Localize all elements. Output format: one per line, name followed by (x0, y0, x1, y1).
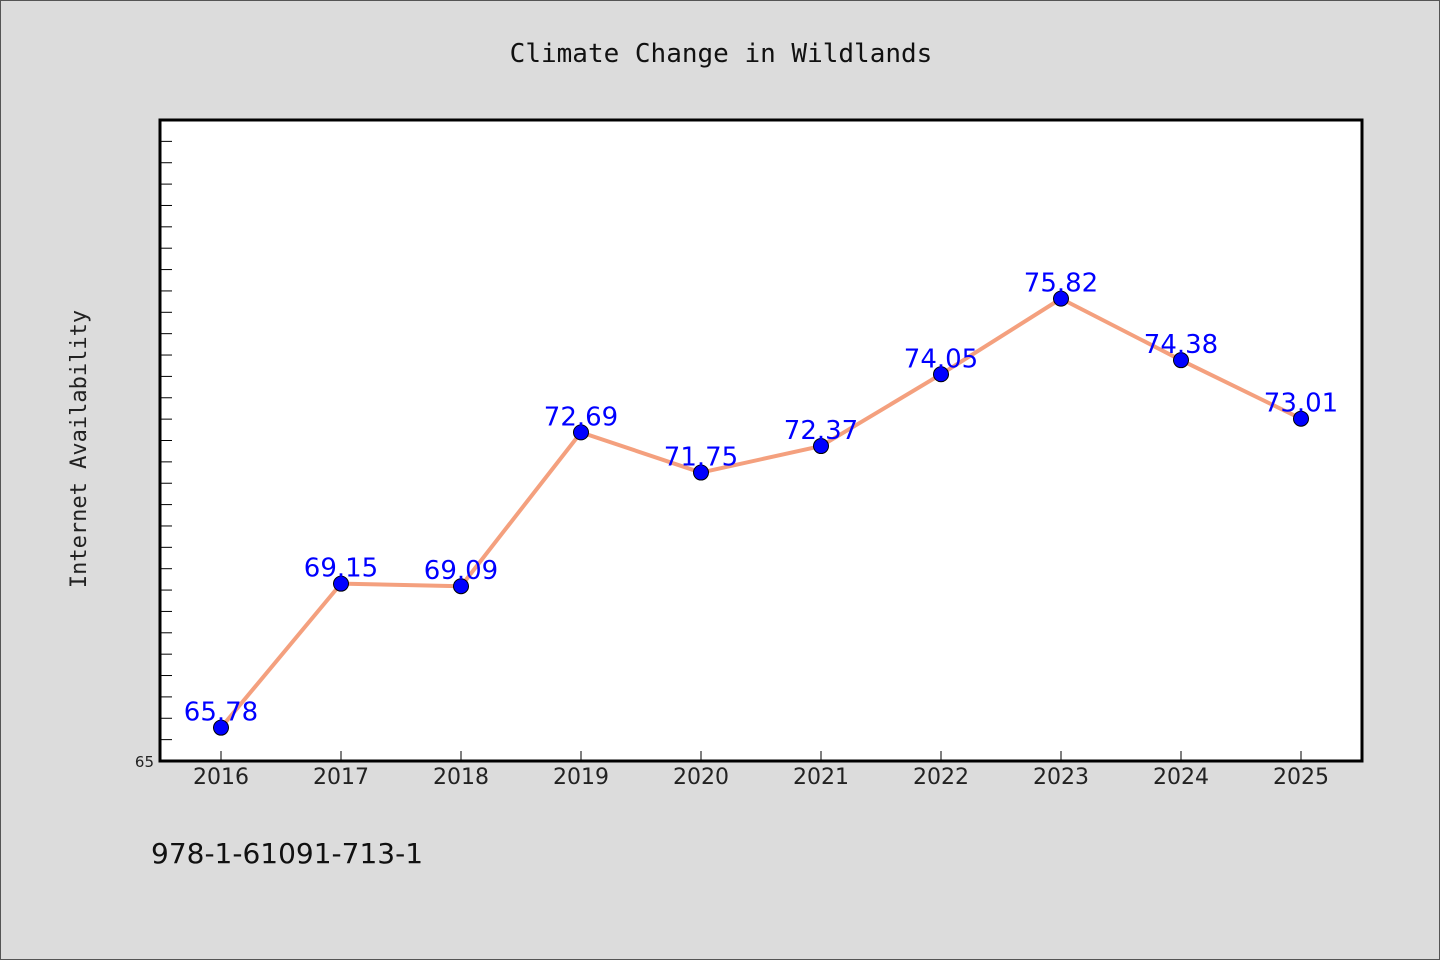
chart-title: Climate Change in Wildlands (510, 39, 933, 69)
data-point (813, 438, 829, 455)
y-axis-ticks: 65 (135, 140, 172, 771)
y-tick-label: 65 (135, 753, 154, 771)
data-label: 73.01 (1264, 389, 1338, 419)
x-tick-label: 2020 (673, 765, 729, 790)
series-line (219, 296, 1302, 729)
x-tick-label: 2022 (913, 765, 969, 790)
data-label: 74.05 (904, 344, 978, 374)
x-tick-label: 2021 (793, 765, 849, 790)
data-label: 74.38 (1144, 330, 1218, 360)
x-axis-ticks: 2016 2017 2018 2019 2020 2021 2022 2023 2024 2025 (193, 751, 1329, 790)
x-tick-label: 2019 (553, 765, 609, 790)
x-tick-label: 2023 (1033, 765, 1089, 790)
data-point (1173, 352, 1189, 369)
data-point (933, 366, 949, 383)
data-point (333, 575, 349, 592)
x-tick-label: 2025 (1273, 765, 1329, 790)
data-label: 75.82 (1024, 269, 1098, 299)
data-label: 72.37 (784, 416, 858, 446)
data-label: 65.78 (184, 698, 258, 728)
data-label: 69.09 (424, 556, 498, 586)
data-point (1293, 410, 1309, 427)
isbn-footer: 978-1-61091-713-1 (151, 837, 423, 870)
data-point (1053, 290, 1069, 307)
plot-area (158, 118, 1364, 763)
data-label: 71.75 (664, 443, 738, 473)
x-tick-label: 2017 (313, 765, 369, 790)
data-label: 69.15 (304, 554, 378, 584)
x-tick-label: 2016 (193, 765, 249, 790)
data-point (213, 719, 229, 736)
data-point (453, 578, 469, 595)
x-tick-label: 2018 (433, 765, 489, 790)
y-axis-label: Internet Availability (67, 310, 92, 588)
data-point (693, 464, 709, 481)
data-point (573, 424, 589, 441)
series-layer: 65.78 69.15 69.09 72.69 71.75 72.37 74.05 75.82… (184, 269, 1338, 736)
data-label: 72.69 (544, 402, 618, 432)
x-tick-label: 2024 (1153, 765, 1209, 790)
